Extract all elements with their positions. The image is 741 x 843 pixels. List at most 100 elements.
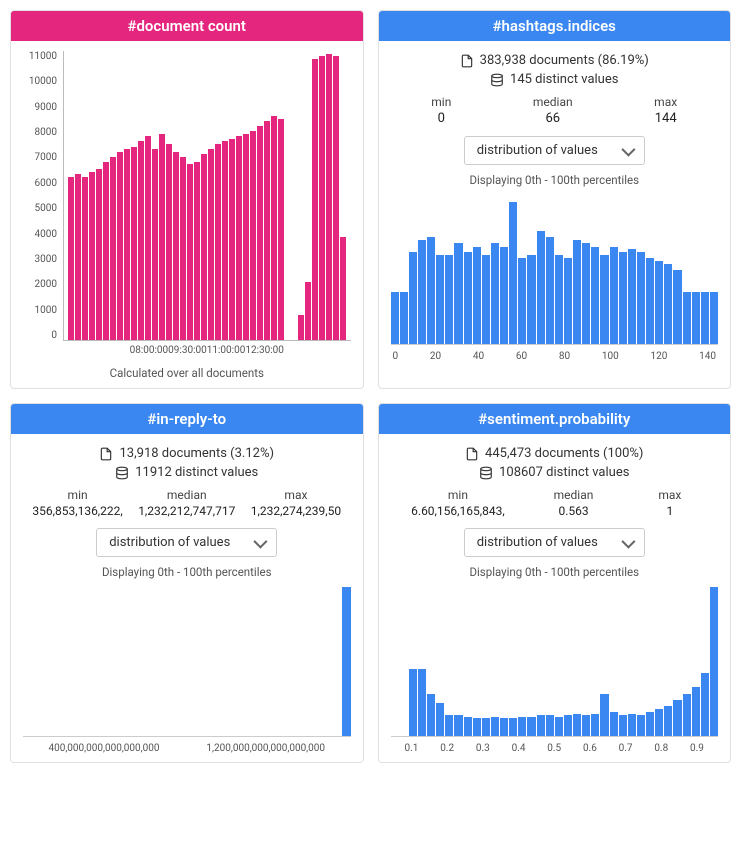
bar [683,694,691,736]
tick-label: 0.2 [440,743,454,754]
bar [573,240,581,344]
database-icon [490,73,504,87]
bar [445,715,453,736]
tick-label: 0.4 [512,743,526,754]
bar [257,126,263,340]
bar [600,694,608,736]
tick-label: 3000 [35,254,57,265]
x-axis: 020406080100120140 [391,351,719,362]
document-count-chart: 0100020003000400050006000700080009000100… [23,51,351,341]
bar [491,243,499,344]
stat-max: max1 [622,488,718,518]
dropdown-label: distribution of values [477,535,598,550]
plot-area [63,51,351,341]
bar [664,264,672,344]
bar [215,144,221,340]
documents-line: 383,938 documents (86.19%) [460,53,649,68]
distinct-text: 108607 distinct values [499,465,629,480]
bar [591,247,599,344]
bar [464,717,472,736]
card-header: #sentiment.probability [379,404,731,434]
distribution-dropdown[interactable]: distribution of values [96,528,277,557]
tick-label: 2000 [35,279,57,290]
bar [701,292,709,344]
tick-label: 0.7 [619,743,633,754]
bar [436,703,444,736]
tick-label: 10000 [29,76,57,87]
bar [500,718,508,736]
distinct-line: 108607 distinct values [479,465,629,480]
bar [619,715,627,736]
bar [75,174,81,340]
bar [473,718,481,736]
bars [391,195,719,345]
distribution-dropdown[interactable]: distribution of values [464,528,645,557]
bar [138,141,144,340]
percentile-caption: Displaying 0th - 100th percentiles [469,565,639,579]
bar [518,717,526,736]
stats-row: min356,853,136,222, median1,232,212,747,… [23,488,351,518]
bar [180,157,186,340]
tick-label: 100 [602,351,619,362]
bar [673,700,681,736]
bar [454,243,462,344]
tick-label: 0.5 [547,743,561,754]
tick-label: 12:30:00 [245,345,284,356]
bar [427,694,435,736]
bar [710,587,718,736]
tick-label: 6000 [35,178,57,189]
chevron-down-icon [621,142,635,156]
stat-max: max144 [654,95,677,126]
bar [342,587,350,736]
documents-text: 445,473 documents (100%) [485,446,643,461]
bar [582,243,590,344]
bar [208,149,214,340]
bar [187,164,193,340]
bar [619,252,627,344]
bar [591,714,599,736]
bar [610,712,618,736]
tick-label: 0.3 [476,743,490,754]
stat-min: min0 [431,95,451,126]
tick-label: 0.9 [690,743,704,754]
card-body: 383,938 documents (86.19%) 145 distinct … [379,41,731,370]
stat-median: median1,232,212,747,717 [132,488,241,518]
bar [564,258,572,344]
bar [646,258,654,344]
percentile-caption: Displaying 0th - 100th percentiles [102,565,272,579]
in-reply-to-chart: 400,000,000,000,000,0001,200,000,000,000… [23,587,351,754]
bar [454,715,462,736]
distinct-text: 145 distinct values [510,72,618,87]
bar [518,258,526,344]
bar [124,149,130,340]
percentile-caption: Displaying 0th - 100th percentiles [469,173,639,187]
card-hashtags-indices: #hashtags.indices 383,938 documents (86.… [378,10,732,389]
tick-label: 4000 [35,229,57,240]
bar [229,139,235,340]
bar [131,147,137,341]
bar [500,247,508,344]
bar [692,292,700,344]
bar [664,706,672,736]
chevron-down-icon [254,534,268,548]
bar [564,715,572,736]
bar [391,292,399,344]
bar [326,54,332,340]
bar [628,249,636,344]
bar [555,255,563,344]
bar [701,673,709,736]
bar [312,59,318,340]
bar [600,255,608,344]
bar [628,714,636,736]
bar [110,157,116,340]
bar [152,149,158,340]
distribution-dropdown[interactable]: distribution of values [464,136,645,165]
card-sentiment-probability: #sentiment.probability 445,473 documents… [378,403,732,763]
tick-label: 08:00:00 [130,345,169,356]
bar [418,669,426,736]
bar [264,121,270,340]
bar [89,172,95,340]
tick-label: 60 [516,351,527,362]
card-body: 445,473 documents (100%) 108607 distinct… [379,434,731,762]
bar [319,56,325,340]
